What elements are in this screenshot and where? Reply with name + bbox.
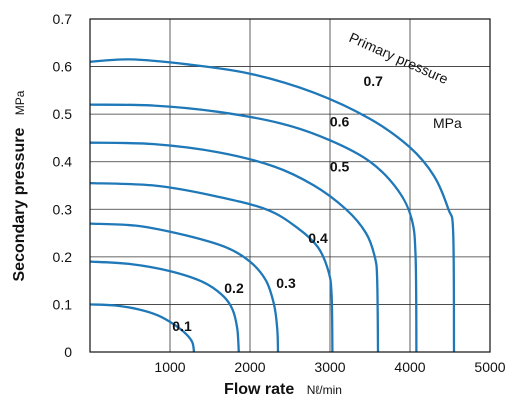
y-tick-label: 0 <box>64 344 72 360</box>
curve-label-0.5: 0.5 <box>330 158 350 174</box>
curve-0.2 <box>89 260 240 353</box>
y-tick-label: 0.2 <box>53 249 73 265</box>
curve-label-0.2: 0.2 <box>224 280 244 296</box>
plot-frame <box>89 18 491 353</box>
x-tick-label: 3000 <box>314 359 345 375</box>
y-axis-title: Secondary pressure MPa <box>11 90 28 281</box>
curve-0.6 <box>89 103 418 353</box>
x-tick-label: 1000 <box>154 359 185 375</box>
y-tick-label: 0.6 <box>53 59 73 75</box>
y-tick-label: 0.3 <box>53 201 73 217</box>
x-tick-label: 5000 <box>474 359 505 375</box>
y-tick-label: 0.7 <box>53 11 73 27</box>
y-axis-label: Secondary pressure <box>11 128 28 282</box>
curves <box>89 58 456 353</box>
annotation-primary-pressure: Primary pressure <box>347 29 451 87</box>
curve-label-0.6: 0.6 <box>330 113 350 129</box>
curve-label-0.7: 0.7 <box>363 73 383 89</box>
annotation-unit: MPa <box>433 115 462 131</box>
x-axis-title: Flow rate Nℓ/min <box>224 381 342 398</box>
curve-labels: 0.1 0.2 0.3 0.4 0.5 0.6 0.7 <box>172 73 383 334</box>
curve-0.3 <box>89 222 280 353</box>
x-axis-label: Flow rate <box>224 381 294 398</box>
curve-label-0.3: 0.3 <box>276 275 296 291</box>
x-tick-label: 4000 <box>394 359 425 375</box>
tick-labels: 1000 2000 3000 4000 500000.10.20.30.40.50.60… <box>53 11 506 375</box>
curve-0.5 <box>89 141 380 353</box>
curve-0.4 <box>89 181 334 353</box>
curve-0.1 <box>89 303 196 353</box>
curve-0.7 <box>89 58 456 353</box>
y-tick-label: 0.1 <box>53 296 73 312</box>
x-tick-label: 2000 <box>234 359 265 375</box>
y-tick-label: 0.5 <box>53 106 73 122</box>
y-tick-label: 0.4 <box>53 154 73 170</box>
curve-label-0.1: 0.1 <box>172 318 192 334</box>
x-axis-unit: Nℓ/min <box>307 383 342 397</box>
curve-label-0.4: 0.4 <box>308 230 328 246</box>
y-axis-unit: MPa <box>13 90 27 115</box>
